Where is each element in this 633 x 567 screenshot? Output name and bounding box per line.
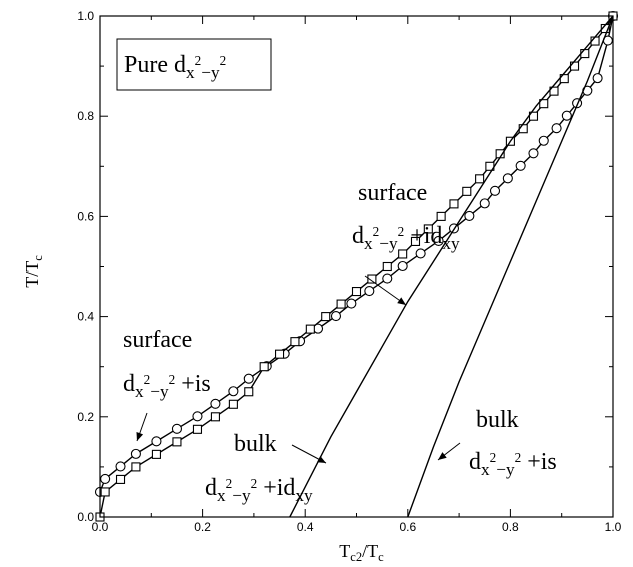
y-axis-label: T/Tc: [22, 255, 45, 288]
circle-point: [210, 398, 221, 409]
circle-point: [100, 473, 111, 484]
series-line-4: [407, 15, 614, 518]
circle-point: [243, 373, 254, 384]
square-point: [274, 349, 285, 359]
circle-point: [489, 185, 501, 196]
square-point: [475, 174, 485, 184]
bulk-dd-word: bulk: [234, 431, 277, 457]
series-layer: [94, 10, 619, 522]
square-point: [259, 362, 269, 372]
circle-point: [115, 461, 126, 472]
square-point: [410, 236, 421, 246]
square-point: [549, 86, 559, 96]
circle-point: [382, 273, 393, 284]
x-axis-label: Tc2/Tc: [339, 541, 384, 564]
square-point: [228, 399, 238, 409]
square-point: [172, 437, 182, 447]
circle-point: [364, 285, 375, 297]
bulk-dd-formula: dx2−y2 +idxy: [205, 475, 313, 505]
circle-point: [346, 298, 357, 309]
circle-point: [330, 311, 342, 322]
x-tick-label: 0.4: [297, 520, 314, 534]
x-tick-label: 1.0: [605, 520, 622, 534]
y-tick-label: 0.8: [77, 109, 94, 123]
surface-dd-word: surface: [358, 180, 427, 206]
bulk-dd-arrow-head: [317, 456, 326, 463]
legend-label: Pure dx2−y2: [124, 52, 226, 82]
square-point: [321, 312, 331, 322]
square-point: [580, 49, 590, 59]
circle-point: [479, 198, 490, 209]
x-tick-label: 0.6: [399, 520, 416, 534]
bulk-ds-arrow-head: [438, 452, 447, 460]
y-tick-label: 0.4: [77, 310, 94, 324]
y-tick-label: 0.6: [77, 209, 94, 223]
circle-point: [228, 386, 239, 397]
square-point: [423, 224, 433, 234]
surface-ds-word: surface: [123, 327, 192, 353]
square-point: [367, 274, 377, 284]
square-point: [290, 337, 300, 347]
square-point: [192, 424, 203, 434]
surface-dd-arrow-line: [364, 275, 407, 306]
circle-point: [592, 73, 603, 84]
square-point: [131, 462, 141, 472]
y-tick-label: 0.2: [77, 410, 94, 424]
circle-point: [528, 148, 539, 159]
square-point: [210, 412, 220, 422]
square-point: [244, 387, 254, 397]
series-line-3: [289, 15, 614, 518]
circle-point: [561, 110, 572, 121]
square-point: [305, 324, 315, 334]
circle-point: [551, 123, 562, 134]
square-point: [436, 211, 446, 221]
circle-point: [192, 411, 203, 422]
square-point: [115, 474, 126, 484]
bulk-ds-word: bulk: [476, 407, 519, 433]
y-tick-label: 1.0: [77, 9, 94, 23]
square-point: [449, 199, 459, 209]
square-point: [398, 249, 408, 259]
circle-point: [538, 135, 549, 146]
legend-box: [116, 38, 272, 91]
square-point: [539, 99, 549, 109]
y-tick-label: 0.0: [77, 510, 94, 524]
surface-dd-arrow-head: [397, 297, 406, 305]
bulk-ds-formula: dx2−y2 +is: [469, 449, 557, 479]
circle-point: [464, 210, 475, 221]
circle-point: [502, 173, 513, 184]
circle-point: [151, 436, 162, 447]
surface-ds-arrow-head: [136, 432, 144, 441]
circle-point: [415, 248, 426, 259]
x-tick-label: 0.2: [194, 520, 211, 534]
square-point: [351, 286, 362, 297]
x-tick-label: 0.8: [502, 520, 519, 534]
circle-point: [171, 423, 182, 434]
surface-ds-formula: dx2−y2 +is: [123, 371, 211, 401]
x-tick-label: 0.0: [92, 520, 109, 534]
axes: 0.0 0.2 0.4 0.6 0.8 1.0 0.0 0.2 0.4 0.6 0.8 1.0 Tc2/…: [22, 9, 622, 564]
circle-point: [515, 160, 526, 171]
square-point: [462, 186, 472, 196]
circle-point: [397, 260, 408, 272]
circle-point: [130, 448, 141, 459]
circle-point: [433, 235, 444, 246]
square-point: [336, 299, 346, 309]
square-point: [382, 261, 392, 272]
square-point: [151, 449, 161, 459]
surface-dd-formula: dx2−y2 +idxy: [352, 223, 460, 253]
square-point: [100, 487, 110, 497]
annotations: Pure dx2−y2 surface dx2−y2 +idxy surface dx2…: [116, 38, 557, 505]
